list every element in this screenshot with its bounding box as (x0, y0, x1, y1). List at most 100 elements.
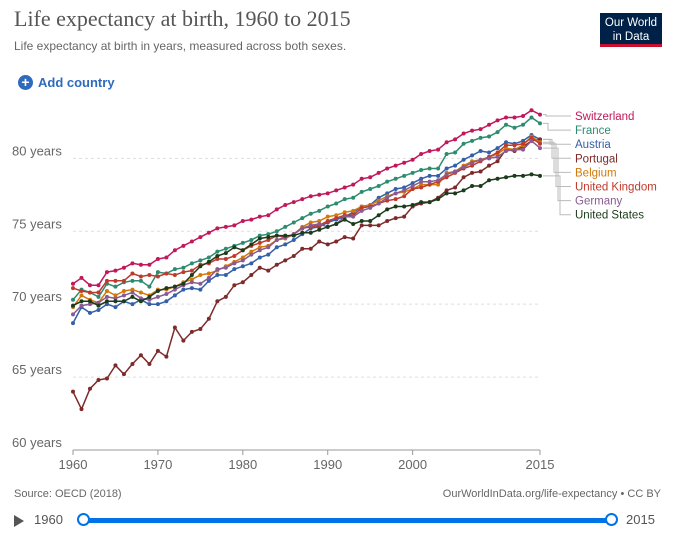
data-point-united-kingdom (427, 182, 432, 187)
data-point-germany (512, 147, 517, 152)
data-point-france (453, 150, 458, 155)
play-icon[interactable] (14, 515, 24, 527)
data-point-united-kingdom (96, 290, 101, 295)
data-point-portugal (181, 338, 186, 343)
data-point-france (351, 195, 356, 200)
data-point-united-kingdom (444, 175, 449, 180)
data-point-germany (385, 195, 390, 200)
data-point-france (96, 294, 101, 299)
data-point-belgium (104, 289, 109, 294)
data-point-portugal (223, 294, 228, 299)
chart-subtitle: Life expectancy at birth in years, measu… (14, 39, 347, 53)
data-point-portugal (198, 326, 203, 331)
data-point-switzerland (504, 115, 509, 120)
data-point-austria (240, 264, 245, 269)
x-tick-label: 1990 (313, 457, 342, 472)
data-point-portugal (283, 258, 288, 263)
data-point-switzerland (274, 207, 279, 212)
legend-label-portugal: Portugal (575, 153, 618, 165)
data-point-united-kingdom (402, 194, 407, 199)
add-country-button[interactable]: + Add country (18, 75, 115, 90)
data-point-germany (342, 214, 347, 219)
legend-label-belgium: Belgium (575, 167, 617, 179)
data-point-united-states (308, 230, 313, 235)
data-point-germany (87, 302, 92, 307)
data-point-france (444, 151, 449, 156)
timeline-start-handle[interactable] (77, 513, 90, 526)
data-point-belgium (325, 214, 330, 219)
data-point-france (529, 115, 534, 120)
data-point-portugal (325, 242, 330, 247)
data-point-portugal (444, 188, 449, 193)
data-point-france (461, 141, 466, 146)
data-point-austria (87, 310, 92, 315)
data-point-france (223, 246, 228, 251)
data-point-switzerland (419, 151, 424, 156)
data-point-belgium (206, 271, 211, 276)
data-point-switzerland (376, 170, 381, 175)
data-point-switzerland (317, 192, 322, 197)
timeline-start-year: 1960 (34, 512, 63, 527)
data-point-germany (368, 205, 373, 210)
data-point-france (198, 258, 203, 263)
timeline-end-handle[interactable] (605, 513, 618, 526)
data-point-germany (308, 223, 313, 228)
data-point-portugal (240, 280, 245, 285)
data-point-portugal (232, 283, 237, 288)
owid-logo[interactable]: Our World in Data (600, 13, 662, 47)
data-point-germany (215, 267, 220, 272)
data-point-portugal (495, 159, 500, 164)
data-point-germany (155, 294, 160, 299)
data-point-portugal (147, 361, 152, 366)
y-tick-label: 60 years (12, 435, 62, 450)
data-point-france (368, 186, 373, 191)
data-point-united-states (164, 286, 169, 291)
data-point-france (317, 208, 322, 213)
data-point-portugal (121, 372, 126, 377)
data-point-france (495, 130, 500, 135)
data-point-austria (266, 252, 271, 257)
series-line-switzerland (72, 109, 541, 286)
data-point-austria (172, 293, 177, 298)
data-point-belgium (121, 289, 126, 294)
data-point-portugal (87, 386, 92, 391)
data-point-switzerland (104, 270, 109, 275)
series-portugal (71, 137, 542, 412)
data-point-united-states (453, 191, 458, 196)
data-point-germany (393, 191, 398, 196)
data-point-germany (521, 147, 526, 152)
data-point-belgium (334, 213, 339, 218)
data-point-switzerland (172, 248, 177, 253)
data-point-united-kingdom (130, 271, 135, 276)
data-point-austria (198, 287, 203, 292)
series-layer (71, 108, 542, 412)
data-point-belgium (436, 182, 441, 187)
data-point-austria (215, 273, 220, 277)
data-point-united-states (444, 191, 449, 196)
data-point-united-states (71, 303, 75, 308)
data-point-switzerland (232, 223, 237, 228)
data-point-united-states (87, 299, 92, 304)
data-point-austria (104, 302, 109, 307)
data-point-united-states (342, 217, 347, 222)
series-france (71, 115, 542, 302)
data-point-austria (419, 176, 424, 181)
data-point-france (206, 255, 211, 260)
data-point-germany (410, 184, 415, 189)
line-chart: 60 years 65 years 70 years 75 years 80 years… (12, 108, 657, 472)
data-point-united-states (359, 219, 364, 224)
data-point-france (478, 135, 483, 140)
data-point-germany (164, 291, 169, 296)
data-point-austria (470, 153, 475, 158)
data-point-united-states (223, 251, 228, 256)
data-point-belgium (317, 219, 322, 224)
data-point-portugal (266, 268, 271, 273)
legend-label-united-states: United States (575, 210, 644, 222)
data-point-united-kingdom (138, 274, 143, 279)
data-point-portugal (155, 348, 160, 353)
data-point-austria (164, 299, 169, 304)
data-point-france (71, 297, 75, 302)
data-point-switzerland (487, 122, 492, 127)
data-point-france (240, 240, 245, 245)
timeline-slider-track[interactable] (83, 518, 613, 523)
